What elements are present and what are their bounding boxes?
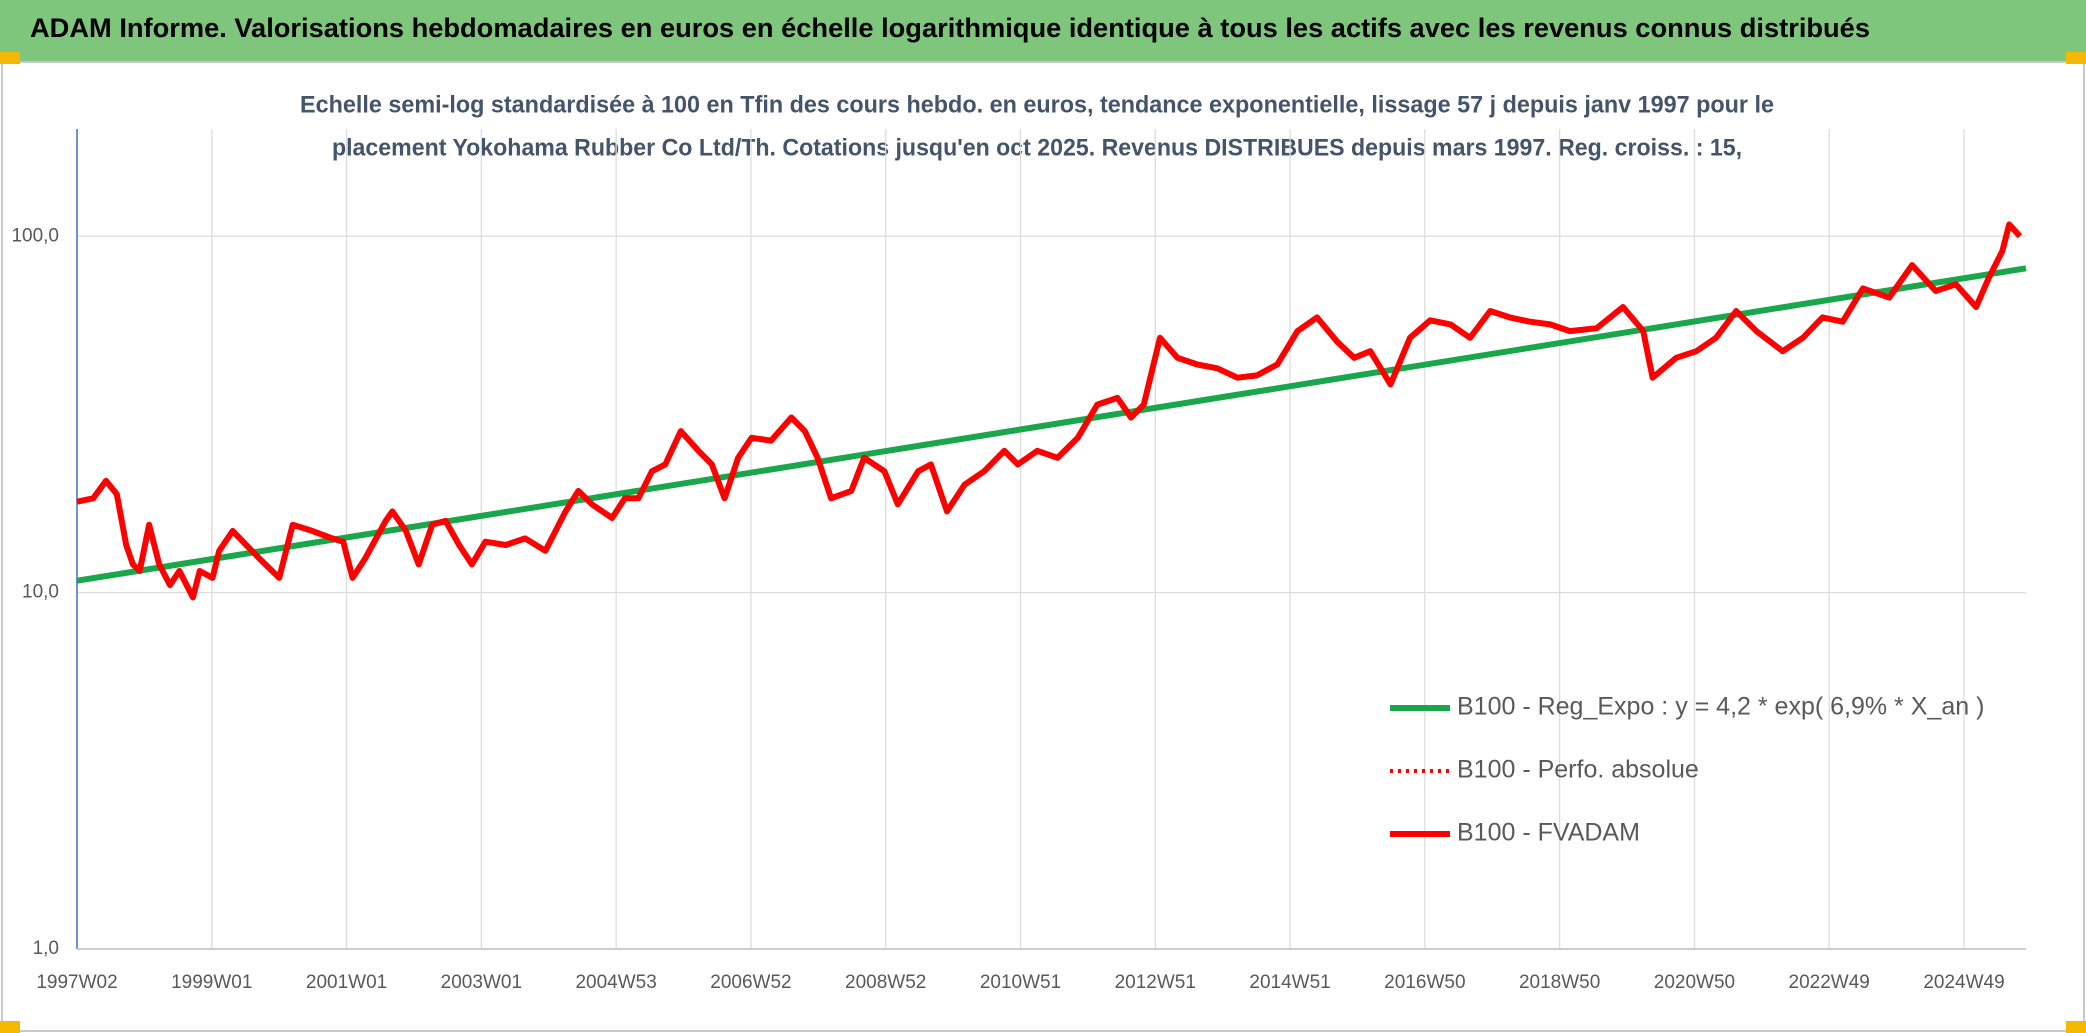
x-tick-label: 2022W49	[1789, 972, 1870, 993]
legend-label: B100 - FVADAM	[1457, 819, 1640, 847]
legend-label: B100 - Perfo. absolue	[1457, 756, 1699, 784]
x-tick-label: 2004W53	[575, 972, 656, 993]
x-tick-label: 2001W01	[306, 972, 387, 993]
x-tick-label: 2012W51	[1115, 972, 1196, 993]
legend-label: B100 - Reg_Expo : y = 4,2 * exp( 6,9% * …	[1457, 693, 1984, 721]
y-tick-label: 100,0	[11, 225, 59, 246]
x-tick-label: 2014W51	[1249, 972, 1330, 993]
chart-title: Echelle semi-log standardisée à 100 en T…	[300, 91, 1774, 118]
x-tick-label: 2008W52	[845, 972, 926, 993]
chart-title: placement Yokohama Rubber Co Ltd/Th. Cot…	[332, 134, 1742, 161]
x-tick-label: 2020W50	[1654, 972, 1735, 993]
frame	[1, 61, 2085, 1032]
series-line	[76, 221, 2023, 601]
corner	[2066, 52, 2086, 64]
corner	[0, 1021, 20, 1033]
x-tick-label: 1997W02	[36, 972, 117, 993]
header-bar	[0, 0, 2086, 62]
x-tick-label: 2010W51	[980, 972, 1061, 993]
x-tick-label: 2003W01	[441, 972, 522, 993]
x-tick-label: 1999W01	[171, 972, 252, 993]
series-line	[76, 222, 2022, 600]
corner	[2066, 1021, 2086, 1033]
x-tick-label: 2024W49	[1923, 972, 2004, 993]
y-tick-label: 1,0	[33, 938, 59, 959]
header-title: ADAM Informe. Valorisations hebdomadaire…	[30, 13, 1870, 43]
y-tick-label: 10,0	[22, 582, 59, 603]
x-tick-label: 2016W50	[1384, 972, 1465, 993]
corner	[0, 52, 20, 64]
x-tick-label: 2018W50	[1519, 972, 1600, 993]
x-tick-label: 2006W52	[710, 972, 791, 993]
